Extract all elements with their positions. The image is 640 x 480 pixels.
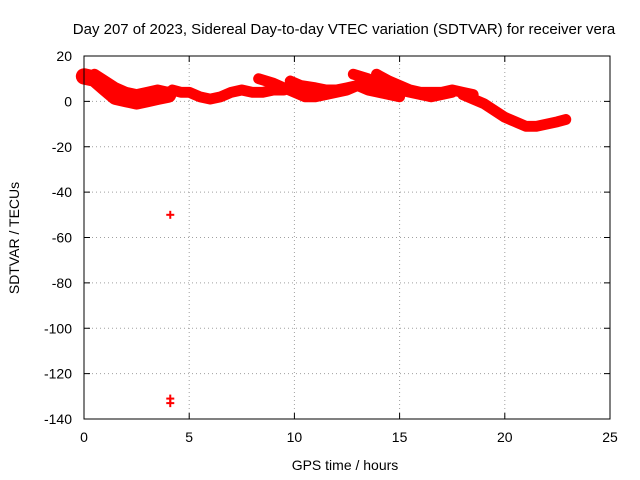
y-tick-label: -120 [44, 366, 72, 382]
x-tick-label: 10 [287, 429, 303, 445]
y-tick-label: 20 [56, 48, 72, 64]
y-tick-label: -20 [52, 139, 72, 155]
x-axis-label: GPS time / hours [292, 457, 399, 473]
grid [84, 56, 610, 419]
y-tick-label: -40 [52, 184, 72, 200]
plot-frame [83, 55, 611, 420]
y-tick-label: -140 [44, 411, 72, 427]
y-tick-label: -80 [52, 275, 72, 291]
outlier-point [166, 210, 175, 219]
y-tick-label: 0 [64, 93, 72, 109]
y-tick-label: -100 [44, 320, 72, 336]
series-arc-2 [89, 68, 174, 101]
x-tick-label: 5 [185, 429, 193, 445]
outlier-point [166, 399, 175, 408]
x-tick-label: 25 [602, 429, 618, 445]
y-axis-label: SDTVAR / TECUs [6, 182, 22, 294]
x-tick-label: 0 [80, 429, 88, 445]
x-tick-label: 15 [392, 429, 408, 445]
axis-ticks: 0 5 10 15 20 25 20 0 -20 -40 -60 -80 -100 -120 -140 [44, 48, 618, 445]
data-points [75, 68, 572, 408]
x-tick-label: 20 [497, 429, 513, 445]
chart-title: Day 207 of 2023, Sidereal Day-to-day VTE… [73, 21, 616, 38]
series-arc-8 [457, 89, 572, 132]
series-arc-5 [284, 75, 406, 103]
y-tick-label: -60 [52, 230, 72, 246]
series-arc-3 [166, 84, 290, 105]
series-arc-7 [371, 68, 479, 101]
